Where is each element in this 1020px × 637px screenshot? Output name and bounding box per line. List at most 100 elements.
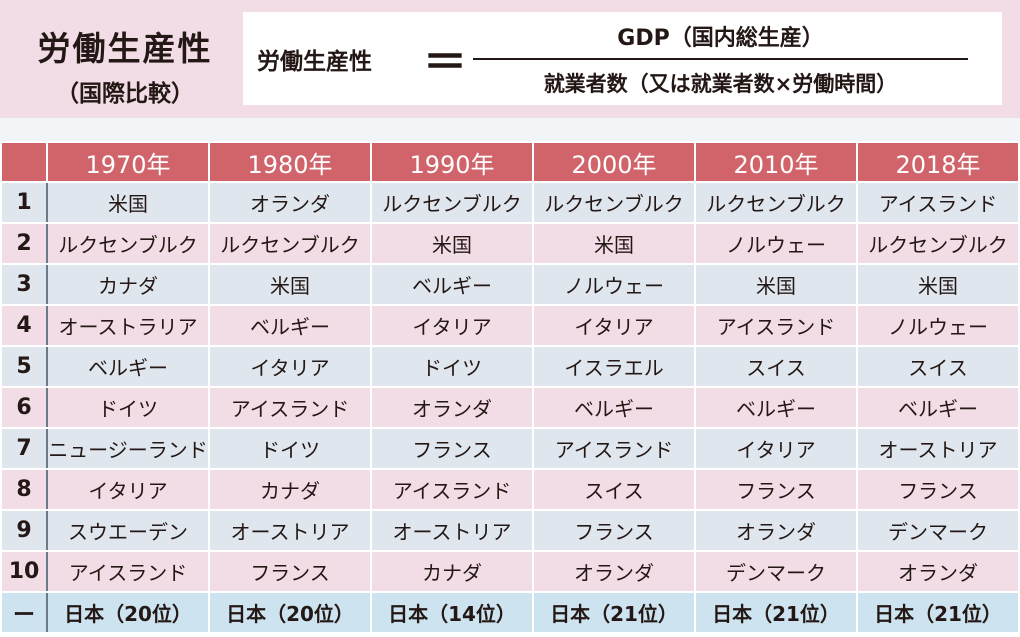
country-cell: アイスランド: [694, 304, 858, 347]
country-cell: スイス: [856, 345, 1020, 388]
country-cell: ドイツ: [370, 345, 534, 388]
rank-cell: 7: [0, 427, 48, 470]
country-cell: イスラエル: [532, 345, 696, 388]
country-cell: オーストラリア: [46, 304, 210, 347]
country-cell: フランス: [856, 468, 1020, 511]
rank-cell: 3: [0, 263, 48, 306]
country-cell: ルクセンブルク: [694, 181, 858, 224]
rank-cell: ー: [0, 591, 48, 634]
fraction-line: [473, 58, 968, 60]
table-row: 8 イタリア カナダ アイスランド スイス フランス フランス: [0, 468, 1020, 511]
rank-cell: 1: [0, 181, 48, 224]
country-cell: ベルギー: [532, 386, 696, 429]
country-cell: イタリア: [208, 345, 372, 388]
column-header: [0, 141, 48, 183]
country-cell: ドイツ: [208, 427, 372, 470]
divider-band: [0, 118, 1020, 141]
country-cell: 米国: [46, 181, 210, 224]
table-row: 1 米国 オランダ ルクセンブルク ルクセンブルク ルクセンブルク アイスランド: [0, 181, 1020, 224]
rank-cell: 9: [0, 509, 48, 552]
table-row: 5 ベルギー イタリア ドイツ イスラエル スイス スイス: [0, 345, 1020, 388]
country-cell: ルクセンブルク: [532, 181, 696, 224]
table-row: 9 スウエーデン オーストリア オーストリア フランス オランダ デンマーク: [0, 509, 1020, 552]
title-sub: （国際比較）: [56, 81, 194, 107]
country-cell: イタリア: [532, 304, 696, 347]
country-cell: ドイツ: [46, 386, 210, 429]
country-cell: ベルギー: [694, 386, 858, 429]
country-cell: スイス: [694, 345, 858, 388]
country-cell: オランダ: [532, 550, 696, 593]
country-cell: カナダ: [208, 468, 372, 511]
country-cell: フランス: [208, 550, 372, 593]
country-cell: オランダ: [856, 550, 1020, 593]
table-row: 3 カナダ 米国 ベルギー ノルウェー 米国 米国: [0, 263, 1020, 306]
country-cell: デンマーク: [694, 550, 858, 593]
country-cell: オランダ: [208, 181, 372, 224]
country-cell: オランダ: [370, 386, 534, 429]
column-header: 2010年: [694, 141, 858, 183]
rank-cell: 8: [0, 468, 48, 511]
rank-cell: 4: [0, 304, 48, 347]
country-cell: ニュージーランド: [46, 427, 210, 470]
column-header: 1970年: [46, 141, 210, 183]
rank-cell: 5: [0, 345, 48, 388]
country-cell: スウエーデン: [46, 509, 210, 552]
country-cell: ルクセンブルク: [370, 181, 534, 224]
country-cell: 日本（20位）: [46, 591, 210, 634]
country-cell: オーストリア: [370, 509, 534, 552]
country-cell: アイスランド: [208, 386, 372, 429]
country-cell: ルクセンブルク: [856, 222, 1020, 265]
country-cell: 日本（21位）: [532, 591, 696, 634]
table-row: 10 アイスランド フランス カナダ オランダ デンマーク オランダ: [0, 550, 1020, 593]
formula-equals: ＝: [423, 37, 467, 88]
country-cell: 米国: [370, 222, 534, 265]
table-row: 6 ドイツ アイスランド オランダ ベルギー ベルギー ベルギー: [0, 386, 1020, 429]
country-cell: ルクセンブルク: [46, 222, 210, 265]
country-cell: オーストリア: [856, 427, 1020, 470]
country-cell: ベルギー: [370, 263, 534, 306]
formula-box: 労働生産性 ＝ GDP（国内総生産） 就業者数（又は就業者数×労働時間）: [243, 12, 1002, 105]
formula-numerator: GDP（国内総生産）: [617, 26, 824, 51]
country-cell: アイスランド: [856, 181, 1020, 224]
country-cell: 日本（20位）: [208, 591, 372, 634]
country-cell: 米国: [856, 263, 1020, 306]
country-cell: カナダ: [46, 263, 210, 306]
column-header: 2018年: [856, 141, 1020, 183]
country-cell: ベルギー: [46, 345, 210, 388]
country-cell: 米国: [208, 263, 372, 306]
column-header: 1980年: [208, 141, 372, 183]
country-cell: ルクセンブルク: [208, 222, 372, 265]
country-cell: スイス: [532, 468, 696, 511]
country-cell: カナダ: [370, 550, 534, 593]
country-cell: 日本（21位）: [694, 591, 858, 634]
table-row: 4 オーストラリア ベルギー イタリア イタリア アイスランド ノルウェー: [0, 304, 1020, 347]
formula-denominator: 就業者数（又は就業者数×労働時間）: [543, 72, 898, 96]
country-cell: ノルウェー: [856, 304, 1020, 347]
country-cell: イタリア: [46, 468, 210, 511]
country-cell: 米国: [532, 222, 696, 265]
country-cell: デンマーク: [856, 509, 1020, 552]
country-cell: 日本（14位）: [370, 591, 534, 634]
country-cell: オランダ: [694, 509, 858, 552]
country-cell: ノルウェー: [532, 263, 696, 306]
rank-cell: 6: [0, 386, 48, 429]
title-main: 労働生産性: [37, 29, 213, 68]
page-title: 労働生産性 （国際比較）: [20, 22, 230, 108]
country-cell: 米国: [694, 263, 858, 306]
country-cell: フランス: [694, 468, 858, 511]
country-cell: フランス: [532, 509, 696, 552]
country-cell: イタリア: [694, 427, 858, 470]
header-banner: 労働生産性 （国際比較） 労働生産性 ＝ GDP（国内総生産） 就業者数（又は就…: [0, 0, 1020, 118]
country-cell: オーストリア: [208, 509, 372, 552]
country-cell: アイスランド: [370, 468, 534, 511]
country-cell: 日本（21位）: [856, 591, 1020, 634]
table-row: 2 ルクセンブルク ルクセンブルク 米国 米国 ノルウェー ルクセンブルク: [0, 222, 1020, 265]
rank-cell: 10: [0, 550, 48, 593]
column-header: 2000年: [532, 141, 696, 183]
country-cell: ベルギー: [856, 386, 1020, 429]
table-header-row: 1970年 1980年 1990年 2000年 2010年 2018年: [0, 141, 1020, 183]
ranking-table: 1970年 1980年 1990年 2000年 2010年 2018年 1 米国 オランダ ルク…: [0, 141, 1020, 634]
country-cell: アイスランド: [46, 550, 210, 593]
column-header: 1990年: [370, 141, 534, 183]
country-cell: ノルウェー: [694, 222, 858, 265]
